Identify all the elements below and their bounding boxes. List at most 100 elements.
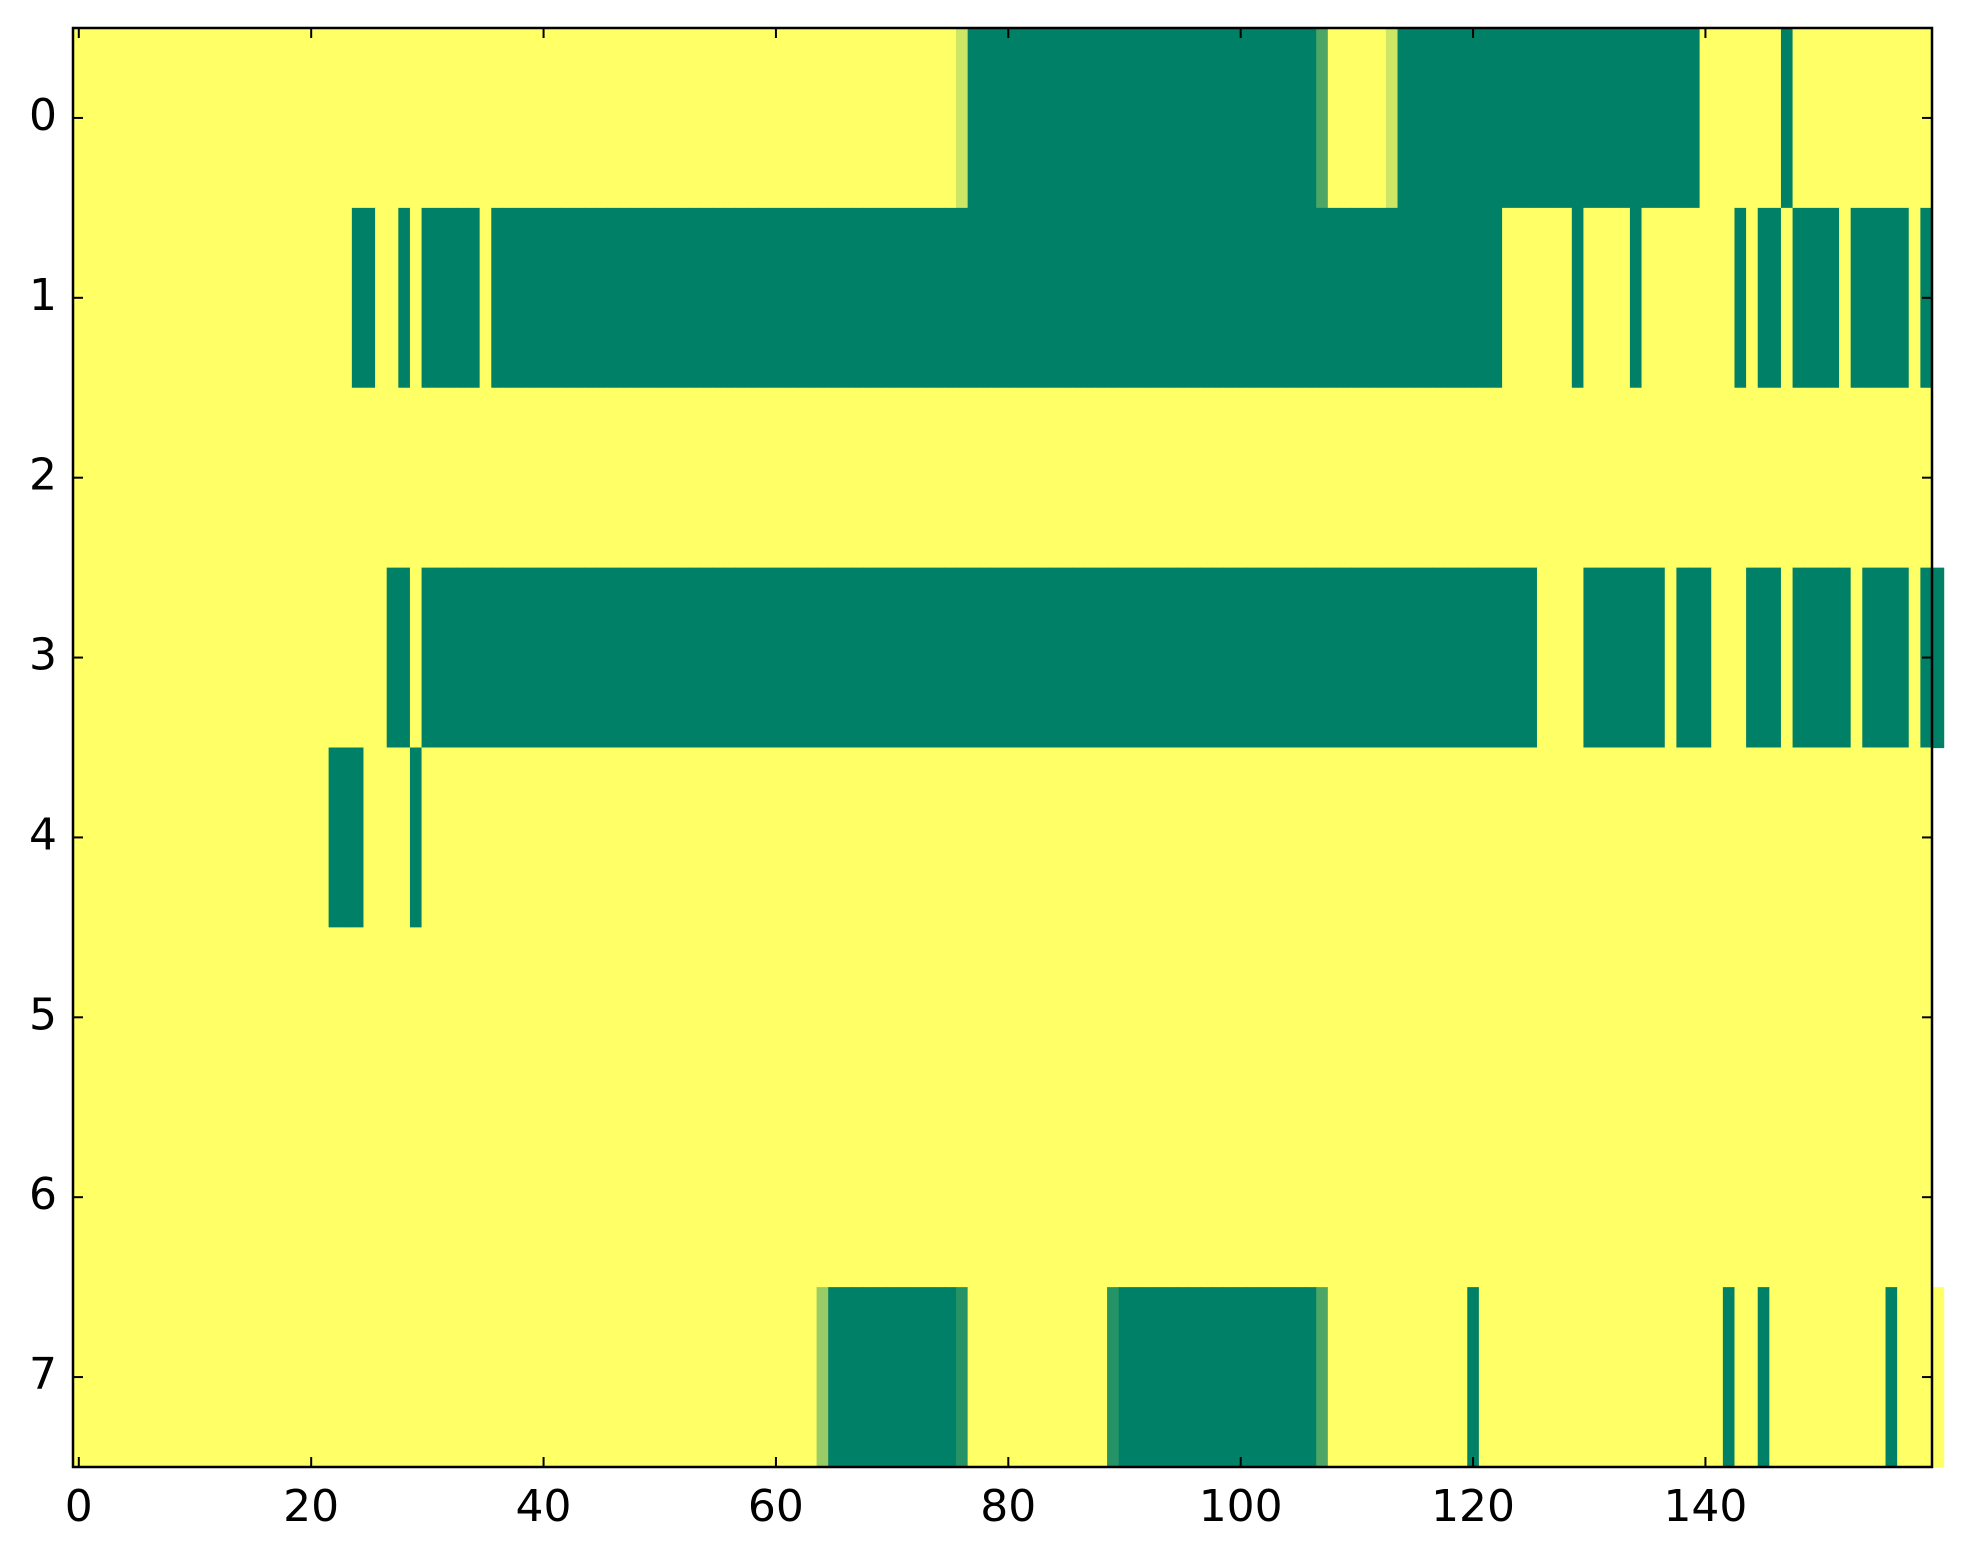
cell [1141, 567, 1155, 749]
cell [131, 1107, 144, 1288]
cell [944, 1107, 957, 1288]
cell [967, 747, 980, 928]
cell [212, 1107, 225, 1288]
cell [1432, 567, 1445, 749]
cell [630, 927, 643, 1108]
cell [1583, 1107, 1596, 1288]
cell [619, 207, 632, 389]
cell [1444, 1287, 1457, 1468]
cell [224, 207, 237, 389]
cell [1502, 927, 1515, 1108]
cell [700, 567, 713, 749]
cell [549, 747, 562, 928]
cell [1176, 207, 1189, 389]
cell [1490, 387, 1503, 569]
cell [723, 1107, 736, 1288]
cell [1862, 567, 1875, 749]
cell [351, 28, 365, 209]
cell [1153, 567, 1166, 749]
cell [921, 207, 934, 389]
cell [1490, 28, 1503, 209]
cell [572, 927, 585, 1108]
cell [363, 567, 376, 749]
cell [665, 1287, 678, 1468]
cell [1420, 387, 1433, 569]
cell [1804, 1107, 1817, 1288]
cell [677, 207, 690, 389]
cell [1629, 1107, 1643, 1288]
cell [1234, 1287, 1248, 1468]
cell [1095, 927, 1108, 1108]
cell [665, 28, 678, 209]
cell [793, 28, 806, 209]
cell [793, 567, 806, 749]
cell [351, 207, 365, 389]
cell [1141, 207, 1155, 389]
cell [1025, 1287, 1038, 1468]
cell [1153, 387, 1166, 569]
cell [1815, 28, 1829, 209]
cell [1734, 207, 1747, 389]
cell [1211, 207, 1224, 389]
cell [979, 387, 992, 569]
cell [293, 207, 306, 389]
cell [1351, 387, 1364, 569]
cell [1060, 1107, 1073, 1288]
cell [293, 567, 306, 749]
cell [770, 387, 783, 569]
cell [282, 567, 295, 749]
cell [909, 567, 922, 749]
cell [1292, 28, 1306, 209]
cell [1048, 28, 1062, 209]
cell [1130, 1287, 1143, 1468]
cell [340, 387, 353, 569]
cell [1746, 567, 1759, 749]
cell [816, 207, 829, 389]
cell [804, 207, 818, 389]
cell [1525, 387, 1538, 569]
cell [1246, 567, 1259, 749]
cell [1316, 28, 1329, 209]
cell [398, 387, 411, 569]
cell [1688, 28, 1701, 209]
cell [247, 1287, 260, 1468]
cell [84, 207, 97, 389]
cell [1397, 927, 1410, 1108]
cell [677, 387, 690, 569]
cell [119, 747, 132, 928]
cell [1757, 28, 1770, 209]
cell [1420, 747, 1433, 928]
cell [1502, 747, 1515, 928]
cell [1246, 1287, 1259, 1468]
cell [909, 747, 922, 928]
cell [839, 1107, 853, 1288]
cell [1513, 207, 1526, 389]
cell [1316, 1107, 1329, 1288]
cell [1316, 927, 1329, 1108]
cell [1072, 387, 1085, 569]
cell [1885, 1107, 1898, 1288]
cell [1234, 1107, 1248, 1288]
cell [316, 1287, 330, 1468]
cell [1292, 1107, 1306, 1288]
cell [1571, 567, 1585, 749]
cell [1258, 567, 1271, 749]
cell [1804, 207, 1817, 389]
cell [1223, 927, 1236, 1108]
cell [735, 387, 748, 569]
cell [340, 567, 353, 749]
cell [1641, 28, 1654, 209]
cell [119, 28, 132, 209]
cell [1653, 747, 1666, 928]
cell [1014, 207, 1027, 389]
cell [316, 207, 330, 389]
cell [839, 1287, 853, 1468]
cell [979, 28, 992, 209]
cell [305, 1287, 318, 1468]
cell [1246, 207, 1259, 389]
cell [921, 1287, 934, 1468]
cell [1641, 387, 1654, 569]
cell [665, 747, 678, 928]
cell [1467, 207, 1480, 389]
axes: 0 20 40 60 80 100 120 140 0 1 2 3 4 5 6 7 [29, 26, 1934, 1532]
